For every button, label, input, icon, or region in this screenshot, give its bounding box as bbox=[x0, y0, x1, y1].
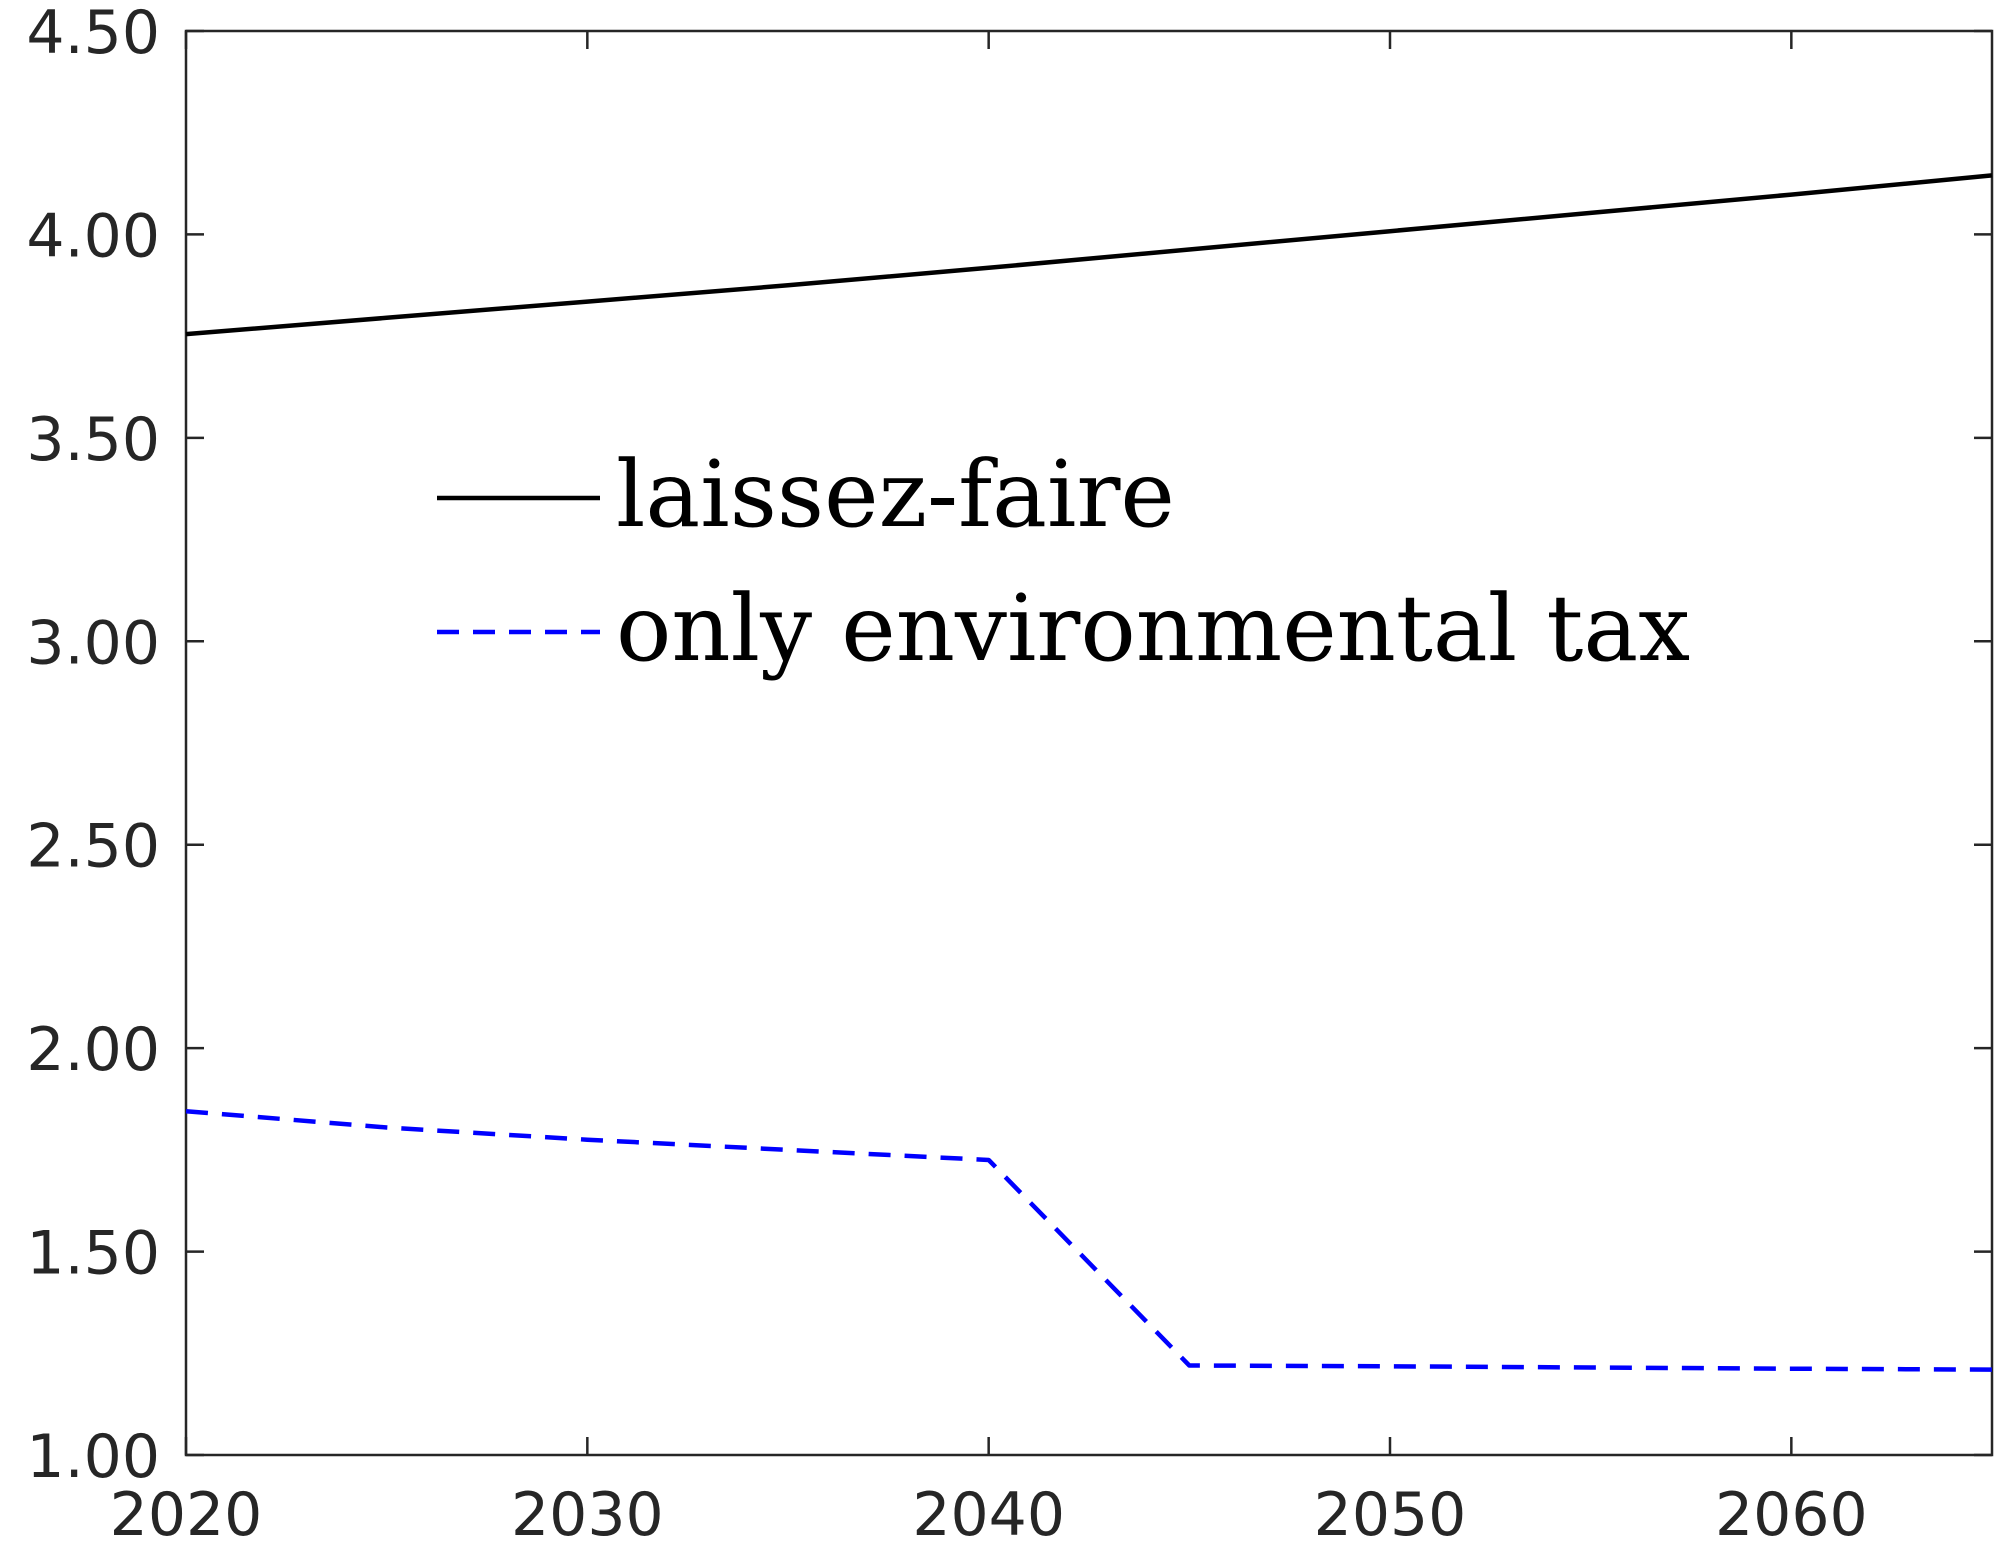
y-tick-label: 2.50 bbox=[26, 812, 160, 882]
y-tick-label: 4.50 bbox=[26, 0, 160, 68]
series-line-laissez-faire bbox=[185, 173, 1993, 337]
y-tick-label: 3.50 bbox=[26, 405, 160, 475]
x-tick-label: 2040 bbox=[912, 1480, 1065, 1550]
y-tick-label: 4.00 bbox=[26, 201, 160, 271]
legend-label: laissez-faire bbox=[616, 441, 1175, 548]
y-tick-label: 1.50 bbox=[26, 1219, 160, 1289]
plot-area bbox=[184, 29, 1994, 1457]
x-tick-label: 2060 bbox=[1715, 1480, 1868, 1550]
plot-frame bbox=[184, 29, 1994, 1457]
series-layer bbox=[185, 173, 1993, 1372]
legend: laissez-faire only environmental tax bbox=[437, 441, 1690, 682]
x-tick-label: 2030 bbox=[511, 1480, 664, 1550]
x-tick-label: 2020 bbox=[110, 1480, 263, 1550]
legend-label: only environmental tax bbox=[616, 575, 1690, 682]
x-axis: 2020 2030 2040 2050 2060 bbox=[110, 31, 1868, 1550]
y-tick-label: 2.00 bbox=[26, 1015, 160, 1085]
series-line-only-environmental-tax bbox=[185, 1108, 1993, 1372]
y-tick-label: 3.00 bbox=[26, 608, 160, 678]
x-tick-label: 2050 bbox=[1314, 1480, 1467, 1550]
y-axis: 1.00 1.50 2.00 2.50 3.00 3.50 4.00 4.50 bbox=[26, 0, 1992, 1492]
y-tick-label: 1.00 bbox=[26, 1422, 160, 1492]
